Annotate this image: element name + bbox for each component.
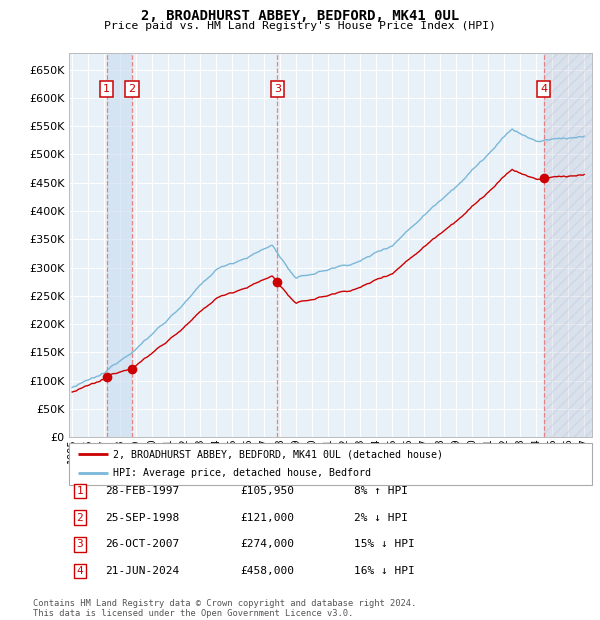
Text: 4: 4	[76, 566, 83, 576]
FancyBboxPatch shape	[69, 443, 592, 485]
Text: £105,950: £105,950	[240, 486, 294, 496]
Text: Contains HM Land Registry data © Crown copyright and database right 2024.
This d: Contains HM Land Registry data © Crown c…	[33, 599, 416, 618]
Text: £458,000: £458,000	[240, 566, 294, 576]
Text: 2: 2	[128, 84, 136, 94]
Text: 8% ↑ HPI: 8% ↑ HPI	[354, 486, 408, 496]
Text: 1: 1	[76, 486, 83, 496]
Text: 16% ↓ HPI: 16% ↓ HPI	[354, 566, 415, 576]
Text: 2, BROADHURST ABBEY, BEDFORD, MK41 0UL: 2, BROADHURST ABBEY, BEDFORD, MK41 0UL	[141, 9, 459, 24]
Bar	[544, 53, 592, 437]
Text: 3: 3	[76, 539, 83, 549]
Text: 1: 1	[103, 84, 110, 94]
Text: 2% ↓ HPI: 2% ↓ HPI	[354, 513, 408, 523]
Text: 15% ↓ HPI: 15% ↓ HPI	[354, 539, 415, 549]
Text: 21-JUN-2024: 21-JUN-2024	[105, 566, 179, 576]
Text: 4: 4	[540, 84, 547, 94]
Text: £274,000: £274,000	[240, 539, 294, 549]
Text: Price paid vs. HM Land Registry's House Price Index (HPI): Price paid vs. HM Land Registry's House …	[104, 21, 496, 31]
Text: 25-SEP-1998: 25-SEP-1998	[105, 513, 179, 523]
Text: HPI: Average price, detached house, Bedford: HPI: Average price, detached house, Bedf…	[113, 469, 371, 479]
Bar	[107, 53, 132, 437]
Text: 2: 2	[76, 513, 83, 523]
Text: 26-OCT-2007: 26-OCT-2007	[105, 539, 179, 549]
Text: 3: 3	[274, 84, 281, 94]
Text: 28-FEB-1997: 28-FEB-1997	[105, 486, 179, 496]
Text: 2, BROADHURST ABBEY, BEDFORD, MK41 0UL (detached house): 2, BROADHURST ABBEY, BEDFORD, MK41 0UL (…	[113, 449, 443, 459]
Text: £121,000: £121,000	[240, 513, 294, 523]
